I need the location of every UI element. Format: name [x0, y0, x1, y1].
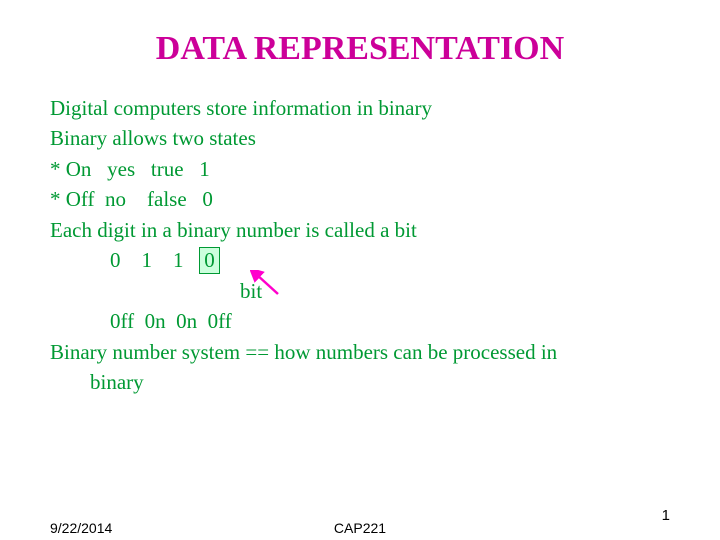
footer-page: 1	[662, 507, 670, 524]
slide: DATA REPRESENTATION Digital computers st…	[0, 0, 720, 540]
body-line: Digital computers store information in b…	[50, 93, 670, 123]
body-line: * Off no false 0	[50, 184, 670, 214]
footer-center: CAP221	[0, 520, 720, 536]
bits-prefix: 0 1 1	[110, 248, 199, 272]
slide-title: DATA REPRESENTATION	[50, 30, 670, 68]
body-line: Each digit in a binary number is called …	[50, 215, 670, 245]
body-line: Binary number system == how numbers can …	[50, 337, 670, 367]
bit-highlight-box: 0	[199, 247, 220, 274]
body-line: binary	[50, 367, 670, 397]
body-line: 0ff 0n 0n 0ff	[50, 306, 670, 336]
bits-row: 0 1 1 0	[50, 245, 670, 275]
bit-label: bit	[50, 276, 670, 306]
slide-body: Digital computers store information in b…	[50, 93, 670, 397]
body-line: * On yes true 1	[50, 154, 670, 184]
body-line: Binary allows two states	[50, 123, 670, 153]
